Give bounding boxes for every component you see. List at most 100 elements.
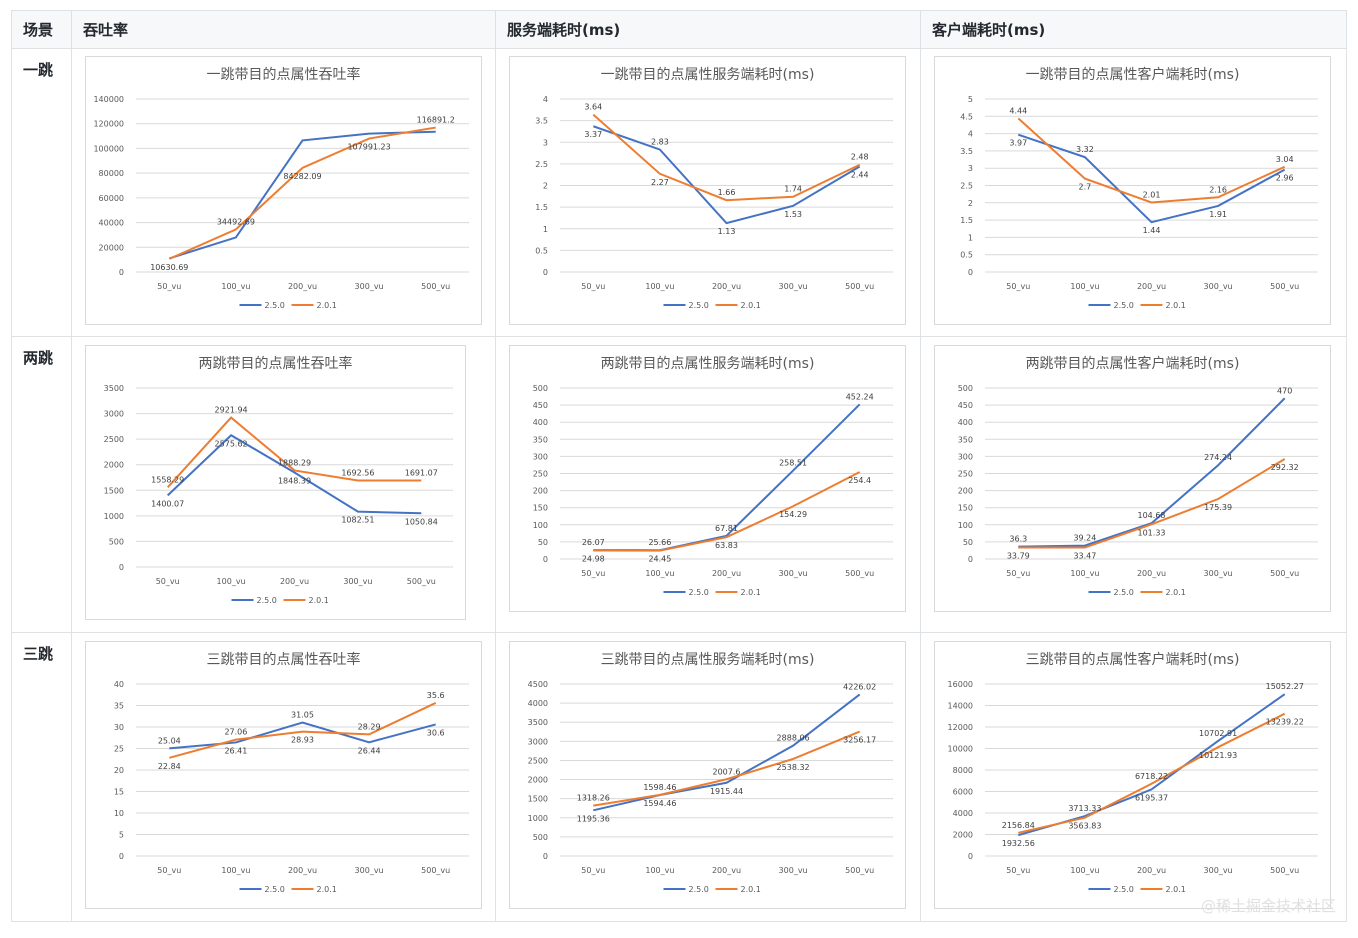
x-tick-label: 300_vu <box>779 282 808 291</box>
y-tick-label: 2000 <box>104 461 124 470</box>
data-label: 2575.62 <box>215 439 248 448</box>
row-label: 三跳 <box>11 632 72 922</box>
y-tick-label: 300 <box>958 452 973 461</box>
x-tick-label: 200_vu <box>288 282 317 291</box>
data-label: 1692.56 <box>341 468 374 477</box>
y-tick-label: 2.5 <box>535 160 548 169</box>
y-tick-label: 4500 <box>528 680 548 689</box>
data-label: 3.64 <box>584 103 602 112</box>
x-tick-label: 300_vu <box>779 569 808 578</box>
y-tick-label: 15 <box>114 788 124 797</box>
y-tick-label: 200 <box>533 487 548 496</box>
header-throughput: 吞吐率 <box>71 10 496 49</box>
data-label: 3563.83 <box>1068 822 1101 831</box>
data-label: 175.39 <box>1204 503 1232 512</box>
chart-svg: 三跳带目的点属性客户端耗时(ms) 0 2000 4000 6000 8000 10000 1… <box>948 651 1318 894</box>
x-tick-label: 200_vu <box>1137 282 1166 291</box>
x-tick-label: 100_vu <box>217 577 246 586</box>
chart-1hop-throughput: 一跳带目的点属性吞吐率 0 20000 40000 60000 80000 100000 12… <box>85 56 482 325</box>
y-tick-label: 0 <box>968 852 973 861</box>
y-tick-label: 150 <box>533 504 548 513</box>
y-tick-label: 2.5 <box>960 182 973 191</box>
x-tick-label: 50_vu <box>157 866 181 875</box>
y-tick-label: 300 <box>533 452 548 461</box>
x-tick-label: 500_vu <box>1270 866 1299 875</box>
data-label: 2.96 <box>1276 174 1294 183</box>
x-tick-label: 50_vu <box>1006 866 1030 875</box>
data-label: 3.97 <box>1009 139 1027 148</box>
header-client-latency: 客户端耗时(ms) <box>920 10 1347 49</box>
table-row: 两跳 两跳带目的点属性吞吐率 0 500 1000 1500 2000 2500 3000 35… <box>11 336 1347 633</box>
data-label: 22.84 <box>158 762 181 771</box>
data-label: 2921.94 <box>215 406 248 415</box>
header-server-latency: 服务端耗时(ms) <box>495 10 921 49</box>
data-label: 1.44 <box>1143 226 1161 235</box>
series-line-2.5.0 <box>169 721 436 750</box>
table-row: 三跳 三跳带目的点属性吞吐率 0 5 10 15 20 25 30 35 40 50_vu 100_v… <box>11 632 1347 922</box>
data-label: 2.7 <box>1079 183 1092 192</box>
x-tick-label: 50_vu <box>1006 282 1030 291</box>
legend-label: 2.5.0 <box>689 588 709 597</box>
data-label: 1195.36 <box>577 814 610 823</box>
data-label: 1400.07 <box>151 499 184 508</box>
data-label: 1050.84 <box>405 517 438 526</box>
data-label: 33.47 <box>1073 552 1096 561</box>
data-label: 6195.37 <box>1135 793 1168 802</box>
x-tick-label: 100_vu <box>645 282 674 291</box>
series-line-2.5.0 <box>592 125 861 225</box>
y-tick-label: 30 <box>114 723 124 732</box>
y-tick-label: 0 <box>119 563 124 572</box>
data-label: 2.83 <box>651 138 669 147</box>
y-tick-label: 5 <box>968 95 973 104</box>
chart-2hop-throughput: 两跳带目的点属性吞吐率 0 500 1000 1500 2000 2500 3000 3500 5… <box>85 345 466 620</box>
data-label: 2.01 <box>1143 190 1161 199</box>
data-label: 33.79 <box>1007 551 1030 560</box>
x-tick-label: 200_vu <box>712 866 741 875</box>
y-tick-label: 3 <box>543 138 548 147</box>
x-tick-label: 300_vu <box>1204 282 1233 291</box>
data-label: 6718.22 <box>1135 772 1168 781</box>
chart-svg: 两跳带目的点属性客户端耗时(ms) 0 50 100 150 200 250 300 350 40… <box>958 355 1318 597</box>
x-tick-label: 100_vu <box>1070 569 1099 578</box>
data-label: 28.93 <box>291 736 314 745</box>
data-label: 452.24 <box>846 392 874 401</box>
y-tick-label: 250 <box>533 470 548 479</box>
data-label: 107991.23 <box>347 143 390 152</box>
y-tick-label: 10000 <box>948 745 973 754</box>
y-tick-label: 3 <box>968 164 973 173</box>
x-tick-label: 100_vu <box>1070 282 1099 291</box>
y-tick-label: 0.5 <box>960 251 973 260</box>
x-tick-label: 50_vu <box>156 577 180 586</box>
data-label: 34492.69 <box>217 217 255 226</box>
data-label: 84282.09 <box>283 172 321 181</box>
chart-svg: 一跳带目的点属性服务端耗时(ms) 0 0.5 1 1.5 2 2.5 3 3.5 4 50_vu 1… <box>535 67 893 310</box>
y-tick-label: 450 <box>533 401 548 410</box>
series-line-2.0.1 <box>593 471 861 552</box>
data-label: 1.53 <box>784 210 802 219</box>
y-tick-label: 3.5 <box>960 147 973 156</box>
data-label: 1691.07 <box>405 469 438 478</box>
table-row: 一跳 一跳带目的点属性吞吐率 0 20000 40000 60000 80000 10000… <box>11 48 1347 337</box>
x-tick-label: 200_vu <box>712 282 741 291</box>
data-label: 3713.33 <box>1068 804 1101 813</box>
data-label: 1.13 <box>718 227 736 236</box>
y-tick-label: 0 <box>543 852 548 861</box>
data-label: 31.05 <box>291 710 314 719</box>
y-tick-label: 2000 <box>953 831 973 840</box>
x-tick-label: 500_vu <box>845 569 874 578</box>
y-tick-label: 350 <box>533 435 548 444</box>
x-tick-label: 100_vu <box>221 866 250 875</box>
chart-title: 三跳带目的点属性客户端耗时(ms) <box>1026 651 1240 668</box>
y-tick-label: 4 <box>543 95 548 104</box>
data-label: 26.07 <box>582 538 605 547</box>
legend-label: 2.5.0 <box>265 885 285 894</box>
y-tick-label: 1500 <box>528 795 548 804</box>
legend-label: 2.0.1 <box>741 885 761 894</box>
data-label: 1318.26 <box>577 794 610 803</box>
y-tick-label: 200 <box>958 487 973 496</box>
chart-2hop-client: 两跳带目的点属性客户端耗时(ms) 0 50 100 150 200 250 300 350 40… <box>934 345 1331 612</box>
watermark: @稀土掘金技术社区 <box>1200 897 1336 915</box>
data-label: 4.44 <box>1009 106 1027 115</box>
chart-svg: 三跳带目的点属性服务端耗时(ms) 0 500 1000 1500 2000 2500 300… <box>528 652 893 894</box>
data-label: 292.32 <box>1271 463 1299 472</box>
